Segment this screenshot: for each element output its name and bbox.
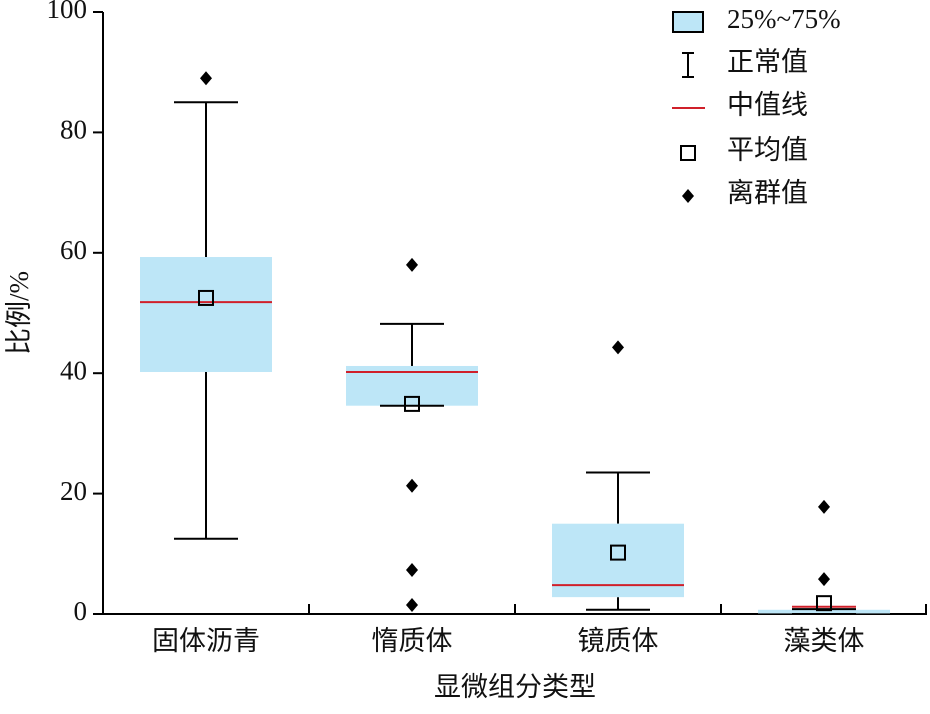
outlier (406, 257, 418, 272)
outlier (818, 499, 830, 514)
outlier (818, 572, 830, 587)
y-tick-label: 60 (60, 235, 87, 265)
mean-marker (610, 544, 626, 561)
outlier (406, 478, 418, 493)
x-axis-label: 显微组分类型 (434, 672, 596, 702)
legend-flier-swatch (682, 189, 694, 203)
box (140, 257, 272, 372)
outlier (406, 563, 418, 578)
legend-label: 离群值 (727, 178, 808, 208)
legend-whisker-swatch (682, 52, 694, 78)
x-tick-label: 固体沥青 (152, 626, 260, 656)
legend-box-swatch (672, 11, 704, 33)
y-tick-label: 20 (60, 476, 87, 506)
y-axis-label: 比例/% (4, 271, 34, 355)
y-tick-label: 100 (47, 0, 88, 24)
outlier (406, 597, 418, 612)
outlier (200, 71, 212, 86)
outlier (612, 340, 624, 355)
legend-mean-swatch (680, 145, 696, 161)
mean-marker (404, 395, 420, 412)
legend-label: 平均值 (727, 135, 808, 165)
x-tick-label: 藻类体 (784, 626, 865, 656)
legend-label: 中值线 (727, 90, 808, 120)
x-tick-label: 镜质体 (578, 626, 659, 656)
x-tick-label: 惰质体 (372, 626, 453, 656)
y-tick-label: 0 (74, 596, 88, 626)
mean-marker (816, 595, 832, 612)
box (758, 609, 890, 614)
legend-label: 25%~75% (727, 4, 841, 34)
mean-marker (198, 289, 214, 306)
legend-label: 正常值 (727, 47, 808, 77)
y-tick-label: 80 (60, 115, 87, 145)
y-tick-label: 40 (60, 355, 87, 385)
